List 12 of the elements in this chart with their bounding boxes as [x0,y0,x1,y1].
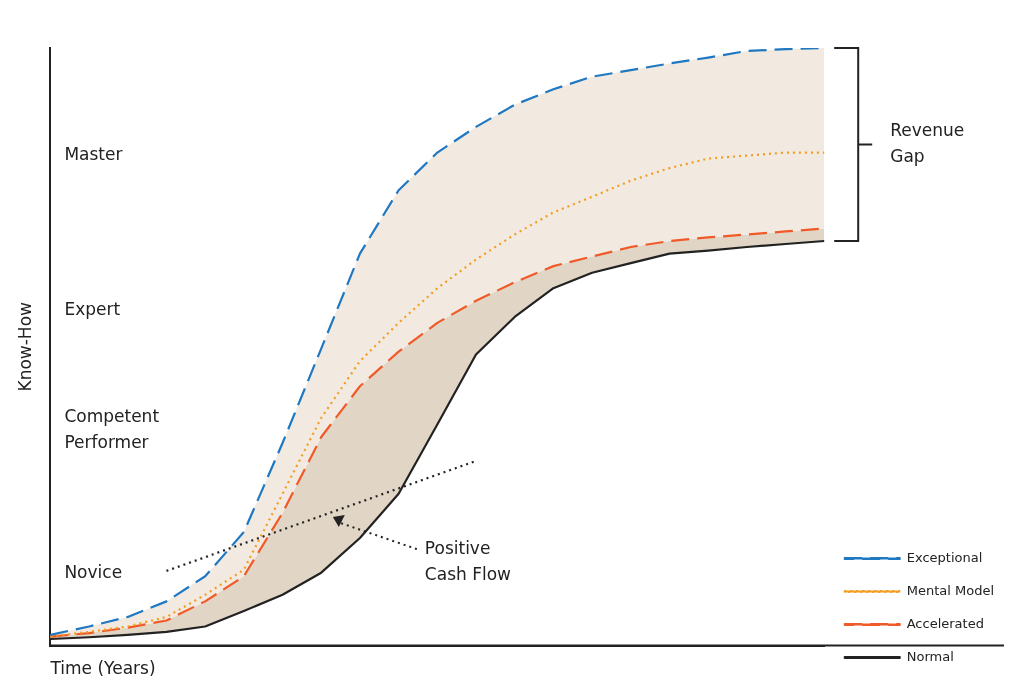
annotation: Novice [64,562,123,583]
annotation: Competent Performer [64,405,160,452]
legend-label: Normal [906,648,954,664]
annotation: Master [64,143,123,164]
annotation: Positive Cash Flow [424,537,512,584]
annotation: Expert [64,299,121,320]
legend-label: Exceptional [906,549,983,565]
x-axis-title: Time (Years) [49,658,156,679]
y-axis-title: Know-How [14,301,35,392]
legend-label: Accelerated [906,615,984,631]
legend-label: Mental Model [906,582,994,598]
text: Revenue Gap [890,119,965,166]
